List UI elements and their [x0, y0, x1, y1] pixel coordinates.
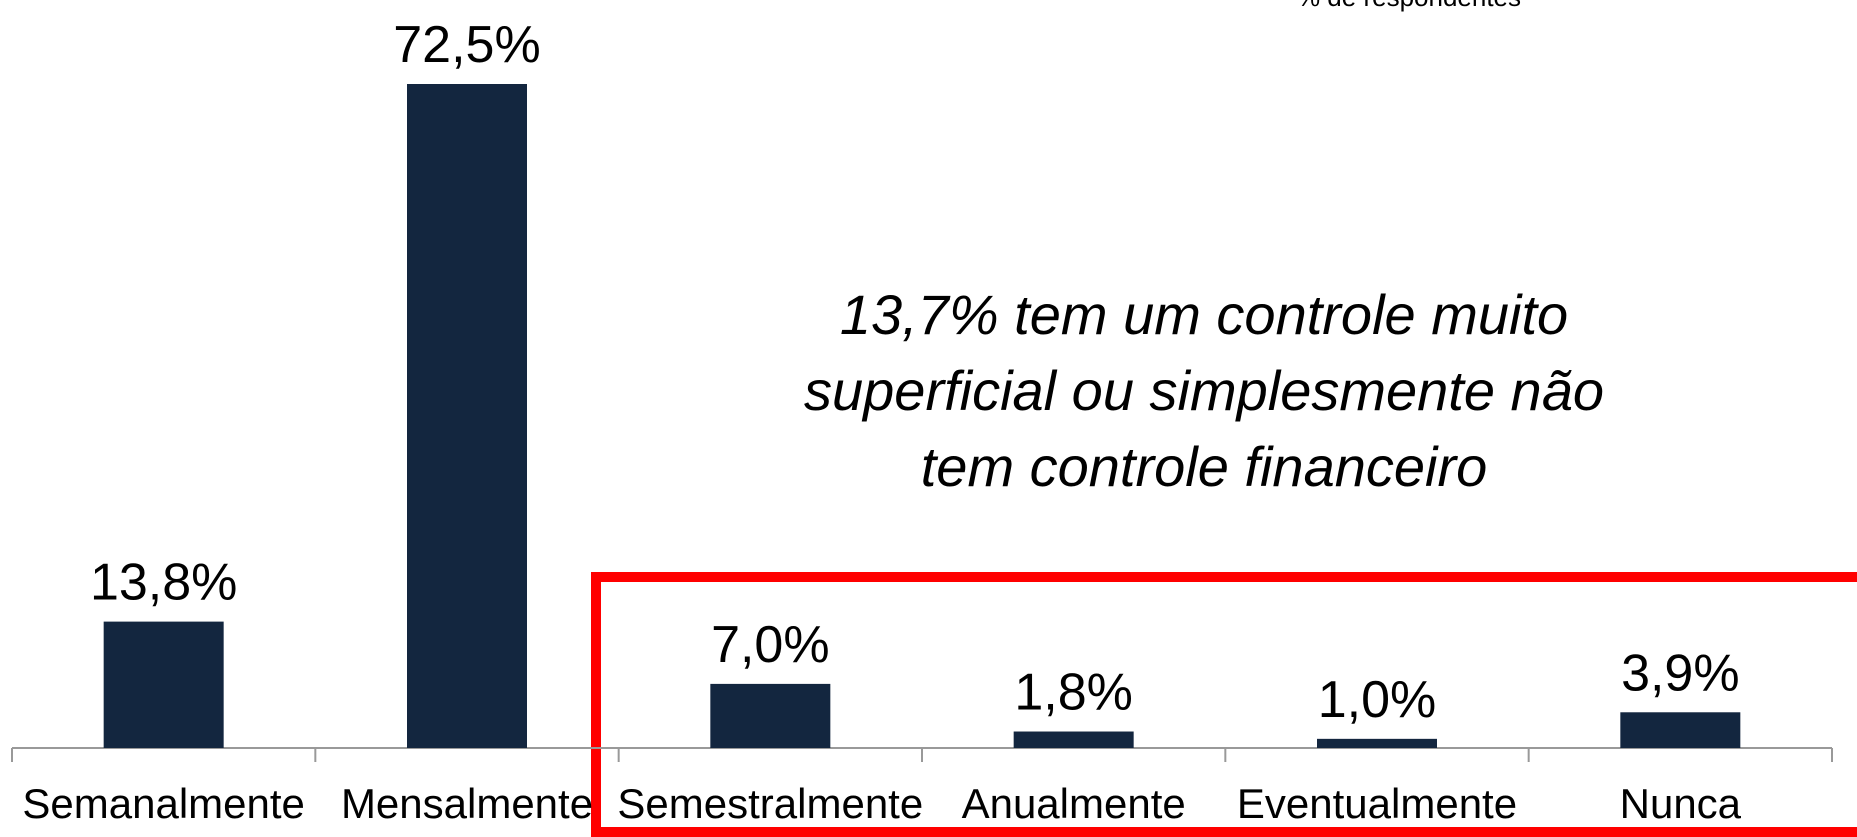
bar — [1317, 738, 1437, 748]
value-label: 13,8% — [90, 554, 237, 612]
x-tick-label: Mensalmente — [341, 780, 593, 827]
x-tick-label: Eventualmente — [1237, 780, 1517, 827]
value-label: 3,9% — [1621, 644, 1740, 702]
bar — [1620, 712, 1741, 748]
x-tick-label: Anualmente — [962, 780, 1186, 827]
bar — [103, 621, 224, 748]
x-tick-label: Nunca — [1620, 780, 1742, 827]
value-label: 7,0% — [711, 616, 830, 674]
bar — [1013, 731, 1134, 748]
value-label: 1,0% — [1318, 671, 1437, 729]
annotation: tem controle financeiro — [921, 435, 1488, 498]
value-label: 1,8% — [1014, 664, 1133, 722]
annotation: 13,7% tem um controle muito — [840, 283, 1568, 346]
x-tick-label: Semanalmente — [22, 780, 305, 827]
bar — [407, 84, 527, 748]
highlight-box — [591, 572, 1857, 837]
chart-subtitle: % de respondentes — [1297, 0, 1521, 12]
annotation: superficial ou simplesmente não — [804, 359, 1604, 422]
bar — [710, 683, 831, 748]
value-label: 72,5% — [393, 16, 540, 74]
x-tick-label: Semestralmente — [617, 780, 923, 827]
